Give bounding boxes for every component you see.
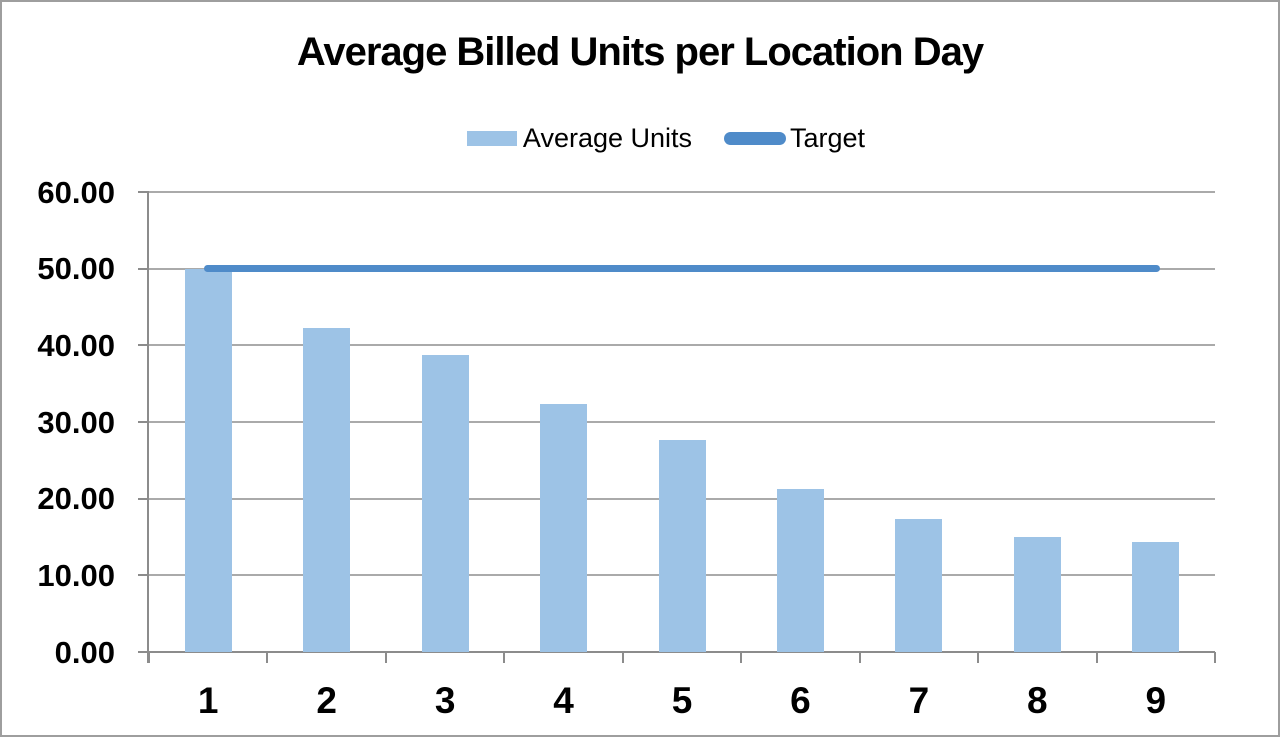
x-axis-label: 3 — [434, 680, 456, 721]
target-line — [204, 265, 1160, 273]
target-swatch — [724, 131, 787, 145]
y-axis-label: 60.00 — [37, 174, 115, 210]
bar-category-8 — [1013, 537, 1061, 652]
y-axis-label: 10.00 — [37, 557, 115, 593]
x-axis-line — [149, 651, 1215, 653]
x-axis-tick — [740, 652, 743, 663]
legend-label-target: Target — [790, 122, 866, 153]
x-axis-tick — [858, 652, 861, 663]
x-axis-label: 4 — [553, 680, 574, 721]
x-axis-tick — [266, 652, 269, 663]
bar-category-3 — [421, 355, 469, 652]
x-axis-tick — [1214, 652, 1216, 663]
x-axis-label: 9 — [1145, 680, 1167, 721]
average-units-swatch — [466, 130, 517, 146]
x-axis-tick — [1095, 652, 1098, 663]
y-axis-label: 30.00 — [37, 404, 115, 440]
legend-label-average-units: Average Units — [522, 122, 693, 153]
gridline — [149, 421, 1215, 423]
gridline — [149, 191, 1215, 193]
y-axis-tick — [138, 191, 149, 193]
x-axis-label: 5 — [671, 680, 693, 721]
y-axis-tick — [138, 267, 149, 270]
bar-category-1 — [184, 269, 232, 652]
x-axis-label: 8 — [1027, 680, 1048, 721]
legend-item-target: Target — [724, 123, 865, 154]
x-axis-label: 6 — [790, 680, 811, 721]
x-axis-tick — [621, 652, 624, 663]
x-axis-tick — [503, 652, 506, 663]
x-axis-tick — [148, 652, 150, 663]
x-axis-tick — [977, 652, 980, 663]
y-axis-line — [147, 192, 149, 663]
x-axis-label: 7 — [908, 680, 930, 721]
y-axis-label: 40.00 — [37, 327, 115, 363]
y-axis-tick — [138, 421, 149, 423]
bar-category-2 — [303, 327, 351, 652]
gridline — [149, 344, 1215, 347]
legend: Average Units Target — [28, 122, 1280, 154]
bar-category-6 — [776, 488, 824, 652]
y-axis-tick — [138, 574, 149, 577]
y-axis-tick — [138, 344, 149, 347]
legend-item-average-units: Average Units — [466, 122, 693, 154]
y-axis-label: 0.00 — [54, 634, 115, 670]
x-axis-tick — [384, 652, 387, 663]
x-axis-label: 2 — [316, 680, 337, 721]
y-axis-label: 50.00 — [37, 251, 115, 287]
y-axis-tick — [138, 497, 149, 500]
x-axis-label: 1 — [197, 680, 219, 721]
bar-category-9 — [1132, 541, 1180, 652]
y-axis-tick — [138, 651, 149, 653]
bar-category-5 — [658, 439, 706, 652]
y-axis-label: 20.00 — [37, 481, 115, 517]
chart-title: Average Billed Units per Location Day — [296, 30, 984, 74]
bar-category-4 — [540, 403, 588, 652]
bar-category-7 — [895, 519, 943, 652]
